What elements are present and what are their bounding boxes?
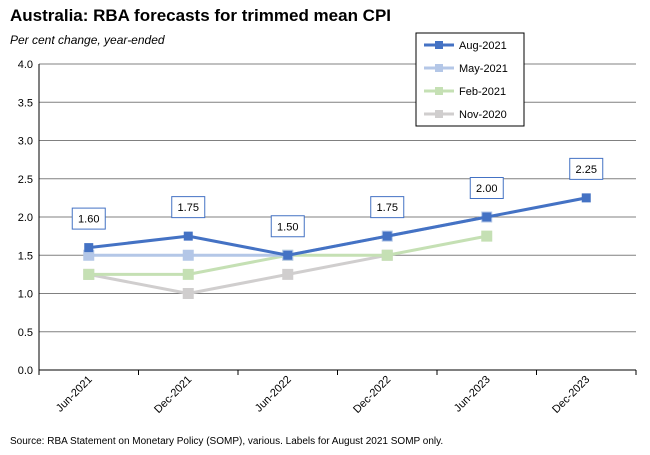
data-point bbox=[382, 231, 392, 241]
legend-label: Nov-2020 bbox=[459, 109, 507, 121]
data-point bbox=[482, 212, 492, 222]
data-label: 1.75 bbox=[178, 202, 199, 214]
x-tick-label: Dec-2022 bbox=[351, 374, 393, 416]
legend-label: Aug-2021 bbox=[459, 40, 507, 52]
data-point bbox=[282, 268, 294, 280]
x-tick-label: Jun-2022 bbox=[253, 374, 294, 415]
data-label: 2.25 bbox=[576, 164, 597, 176]
data-point bbox=[83, 268, 95, 280]
legend: Aug-2021 May-2021 Feb-2021 Nov-2020 bbox=[415, 32, 525, 127]
chart-title: Australia: RBA forecasts for trimmed mea… bbox=[10, 6, 392, 25]
data-point bbox=[83, 249, 95, 261]
legend-box bbox=[415, 32, 525, 127]
data-label-box bbox=[71, 207, 106, 230]
legend-swatch-marker bbox=[435, 64, 443, 72]
series-lines bbox=[83, 193, 591, 299]
data-label-box bbox=[569, 157, 604, 180]
y-tick-label: 1.5 bbox=[18, 250, 33, 262]
y-tick-label: 3.0 bbox=[18, 136, 33, 148]
y-tick-label: 1.0 bbox=[18, 289, 33, 301]
y-tick-label: 2.0 bbox=[18, 212, 33, 224]
data-point bbox=[481, 230, 493, 242]
legend-swatch-marker bbox=[435, 110, 443, 118]
series-line bbox=[88, 196, 587, 257]
data-label: 2.00 bbox=[476, 183, 497, 195]
data-point bbox=[283, 250, 293, 260]
chart-subtitle: Per cent change, year-ended bbox=[10, 33, 165, 47]
data-point bbox=[183, 231, 193, 241]
data-label-box bbox=[370, 196, 405, 219]
axes: 0.0 0.5 1.0 1.5 2.0 2.5 3.0 3.5 4.0 Jun-2021 Dec-2… bbox=[18, 59, 637, 416]
y-tick-label: 0.0 bbox=[18, 365, 33, 377]
legend-swatch-marker bbox=[435, 87, 443, 95]
data-point bbox=[84, 243, 94, 253]
y-tick-label: 2.5 bbox=[18, 174, 33, 186]
grid-lines bbox=[39, 63, 636, 333]
data-point bbox=[182, 249, 194, 261]
data-label-box bbox=[270, 215, 305, 238]
data-label-box bbox=[469, 177, 504, 199]
data-point bbox=[182, 288, 194, 299]
data-label-box bbox=[171, 196, 206, 219]
x-tick-label: Dec-2021 bbox=[152, 374, 194, 416]
legend-item: Aug-2021 bbox=[424, 40, 507, 52]
y-tick-label: 0.5 bbox=[18, 327, 33, 339]
legend-label: May-2021 bbox=[459, 63, 508, 75]
data-label: 1.50 bbox=[277, 221, 298, 233]
legend-item: Feb-2021 bbox=[424, 86, 506, 98]
series-line bbox=[88, 253, 388, 295]
data-label: 1.75 bbox=[377, 202, 398, 214]
data-point bbox=[182, 268, 194, 280]
legend-item: May-2021 bbox=[424, 63, 508, 75]
chart-source: Source: RBA Statement on Monetary Policy… bbox=[10, 436, 444, 447]
x-tick-label: Jun-2023 bbox=[452, 374, 493, 415]
data-point bbox=[581, 193, 591, 203]
legend-item: Nov-2020 bbox=[424, 109, 507, 121]
legend-swatch-marker bbox=[435, 41, 443, 49]
x-tick-label: Jun-2021 bbox=[54, 374, 95, 415]
data-labels: 1.60 1.75 1.50 1.75 2.00 2.25 bbox=[71, 157, 604, 238]
series-Aug-2021 bbox=[84, 193, 591, 260]
y-tick-label: 3.5 bbox=[18, 97, 33, 109]
y-tick-label: 4.0 bbox=[18, 59, 33, 71]
legend-label: Feb-2021 bbox=[459, 86, 506, 98]
x-tick-label: Dec-2023 bbox=[550, 374, 592, 416]
data-point bbox=[381, 249, 393, 261]
data-label: 1.60 bbox=[78, 214, 99, 226]
